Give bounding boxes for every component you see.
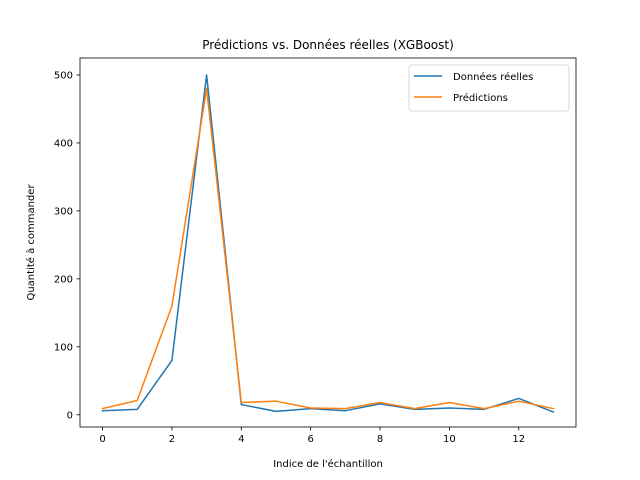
x-tick-label-6: 6 [307,434,313,445]
x-tick-label-0: 0 [99,434,105,445]
x-tick-label-2: 2 [169,434,175,445]
y-tick-label-500: 500 [54,70,73,81]
legend-label-donnees-reelles: Données réelles [453,71,533,83]
y-tick-label-200: 200 [54,274,73,285]
x-tick-label-10: 10 [443,434,456,445]
y-tick-label-100: 100 [54,342,73,353]
y-tick-label-300: 300 [54,206,73,217]
series-line-donnees-reelles [101,74,555,414]
x-tick-label-8: 8 [377,434,383,445]
y-tick-label-400: 400 [54,138,73,149]
y-axis-title: Quantité à commander [25,184,37,301]
x-axis-title: Indice de l'échantillon [273,458,383,470]
plot-frame [79,57,577,428]
y-tick-label-0: 0 [67,410,73,421]
series-line-predictions [101,87,555,410]
legend-box [408,64,570,112]
legend-label-predictions: Prédictions [453,92,508,104]
chart-title: Prédictions vs. Données réelles (XGBoost… [202,38,454,52]
x-tick-label-12: 12 [512,434,525,445]
legend: Données réelles Prédictions [408,64,570,112]
x-tick-label-4: 4 [238,434,244,445]
